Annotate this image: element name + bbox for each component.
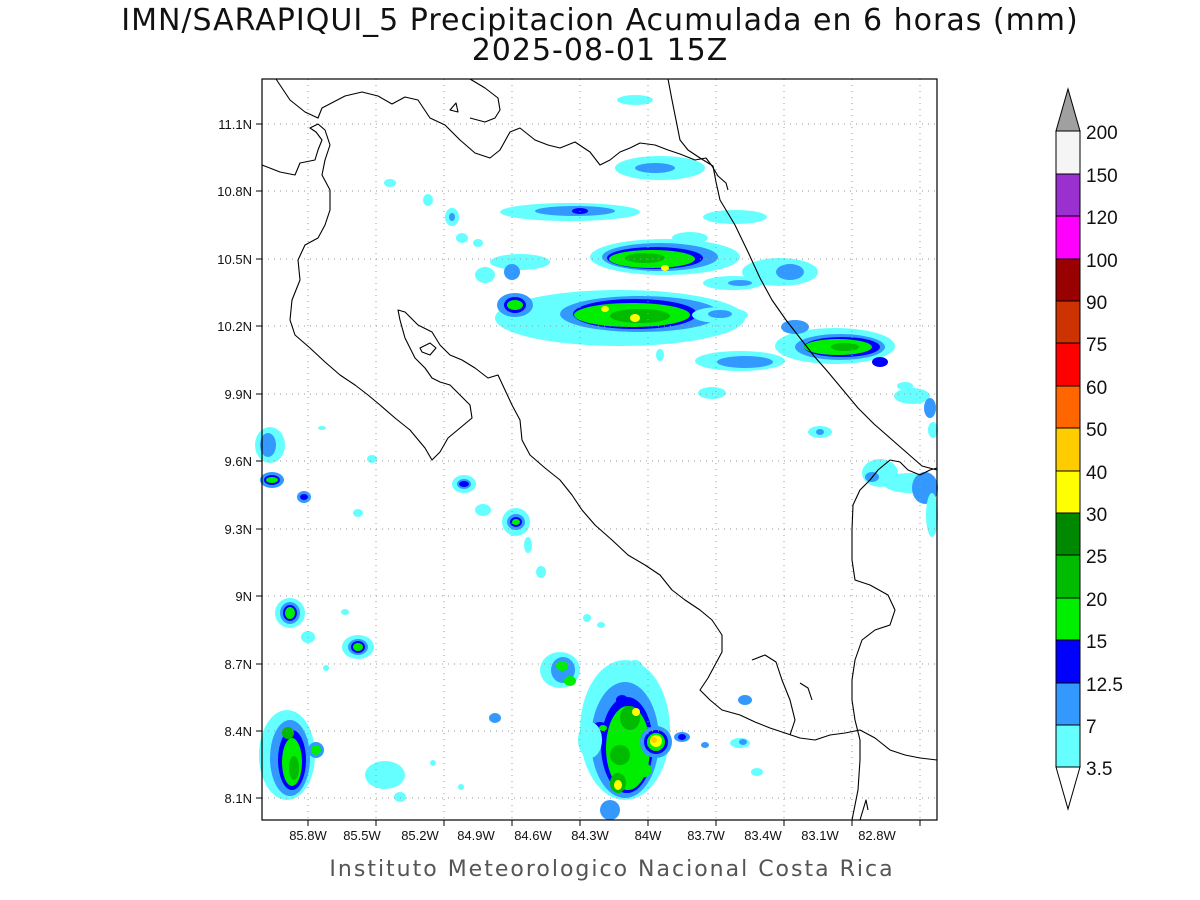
latitude-labels: 11.1N 10.8N 10.5N 10.2N 9.9N 9.6N 9.3N 9…: [217, 117, 252, 806]
colorbar-label: 12.5: [1086, 675, 1123, 696]
colorbar-label: 20: [1086, 590, 1107, 611]
lon-label: 83.1W: [801, 828, 839, 843]
lat-label: 9.3N: [225, 522, 252, 537]
lat-label: 9.9N: [225, 387, 252, 402]
axis-ticks: [256, 123, 921, 826]
lon-label: 84.9W: [457, 828, 495, 843]
colorbar-label: 50: [1086, 420, 1107, 441]
lat-label: 10.5N: [217, 252, 252, 267]
lon-label: 83.4W: [744, 828, 782, 843]
lon-label: 83.7W: [687, 828, 725, 843]
colorbar-under-arrow: [1055, 766, 1081, 811]
lat-label: 9.6N: [225, 454, 252, 469]
colorbar-swatch: [1055, 130, 1081, 175]
lat-label: 10.8N: [217, 184, 252, 199]
colorbar-swatch: [1055, 258, 1081, 302]
colorbar-swatch: [1055, 512, 1081, 556]
colorbar-swatch: [1055, 682, 1081, 726]
lat-label: 8.1N: [225, 791, 252, 806]
colorbar-swatch: [1055, 385, 1081, 429]
lon-label: 85.5W: [343, 828, 381, 843]
lat-label: 8.7N: [225, 657, 252, 672]
colorbar-swatch: [1055, 342, 1081, 387]
lon-label: 85.2W: [401, 828, 439, 843]
lat-label: 10.2N: [217, 319, 252, 334]
map-title: IMN/SARAPIQUI_5 Precipitacion Acumulada …: [121, 3, 1078, 38]
coastlines: [261, 78, 938, 821]
colorbar-label: 100: [1086, 251, 1118, 272]
colorbar-label: 3.5: [1086, 759, 1112, 780]
lon-label: 84.6W: [514, 828, 552, 843]
lat-label: 8.4N: [225, 724, 252, 739]
colorbar-label: 90: [1086, 293, 1107, 314]
colorbar-label: 30: [1086, 505, 1107, 526]
precipitation-cells: [255, 95, 938, 820]
map-frame: [261, 78, 938, 821]
colorbar-label: 75: [1086, 335, 1107, 356]
colorbar-swatch: [1055, 597, 1081, 641]
longitude-labels: 85.8W 85.5W 85.2W 84.9W 84.6W 84.3W 84W …: [289, 828, 896, 843]
colorbar-over-arrow: [1055, 87, 1081, 132]
lat-label: 11.1N: [218, 117, 252, 132]
lon-label: 84W: [635, 828, 662, 843]
colorbar-label: 40: [1086, 463, 1107, 484]
colorbar-swatch: [1055, 427, 1081, 472]
colorbar-label: 60: [1086, 378, 1107, 399]
colorbar-label: 200: [1086, 123, 1118, 144]
lon-label: 82.8W: [858, 828, 896, 843]
lon-label: 85.8W: [289, 828, 327, 843]
lon-label: 84.3W: [571, 828, 609, 843]
colorbar-swatch: [1055, 554, 1081, 599]
colorbar-label: 25: [1086, 547, 1107, 568]
lat-label: 9N: [235, 589, 252, 604]
colorbar-swatch: [1055, 639, 1081, 684]
colorbar-swatch: [1055, 215, 1081, 260]
colorbar-swatch: [1055, 470, 1081, 514]
footer-credit: Instituto Meteorologico Nacional Costa R…: [329, 857, 894, 882]
colorbar-label: 120: [1086, 208, 1118, 229]
colorbar-swatch: [1055, 173, 1081, 217]
colorbar-labels: 200 150 120 100 90 75 60 50 40 30 25 20 …: [1086, 123, 1123, 780]
colorbar-label: 15: [1086, 632, 1107, 653]
map-plot-area: [255, 78, 938, 821]
colorbar-swatch: [1055, 724, 1081, 768]
colorbar-label: 7: [1086, 717, 1097, 738]
map-subtitle: 2025-08-01 15Z: [472, 33, 729, 68]
colorbar-swatch: [1055, 300, 1081, 344]
colorbar-label: 150: [1086, 166, 1118, 187]
colorbar: [1055, 87, 1081, 811]
